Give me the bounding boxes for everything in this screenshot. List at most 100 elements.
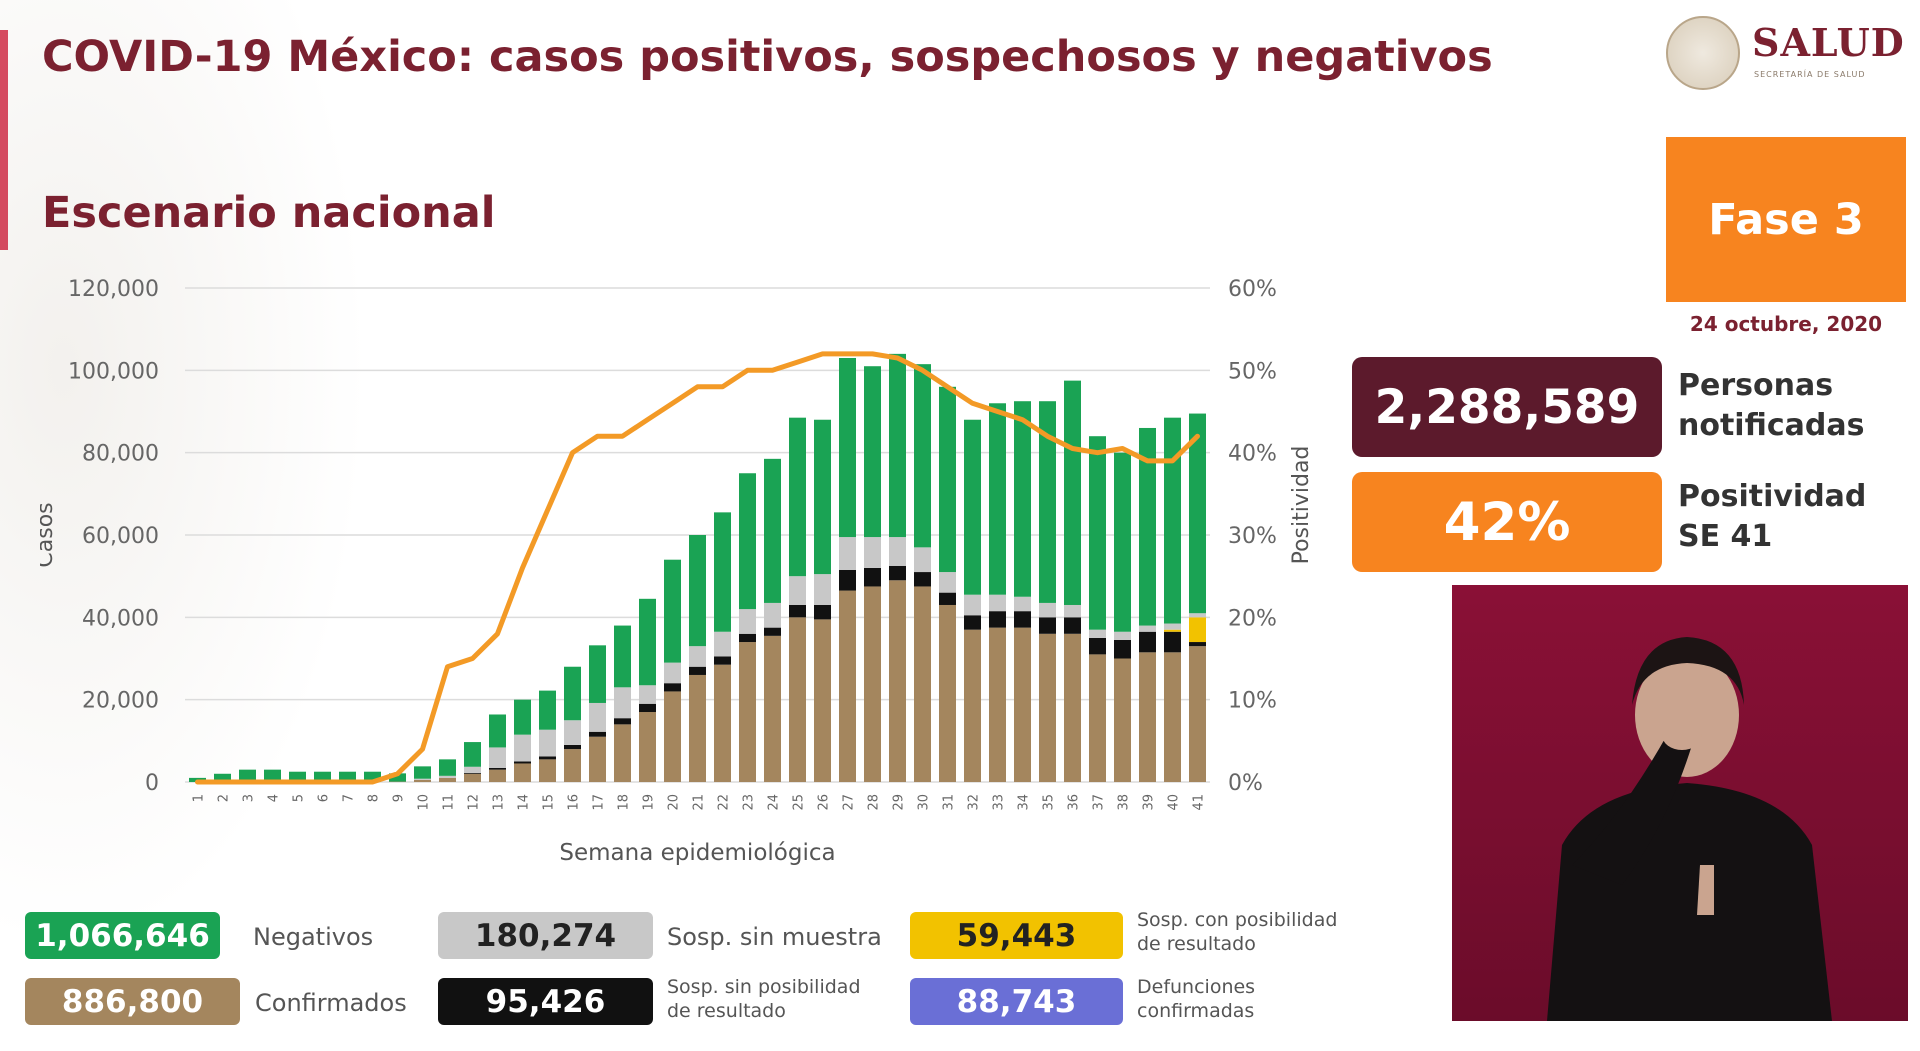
bar-segment xyxy=(1189,617,1206,643)
legend-label-sosp_sin_posibilidad: Sosp. sin posibilidad de resultado xyxy=(667,976,861,1022)
bar-segment xyxy=(664,683,681,692)
bar-segment xyxy=(614,625,631,688)
x-tick-label: 7 xyxy=(342,794,357,802)
background-pattern xyxy=(0,0,420,1051)
y-tick-label: 100,000 xyxy=(68,359,159,384)
bar-segment xyxy=(814,619,831,782)
persons-notified-label: Personas notificadas xyxy=(1678,366,1908,446)
bar-segment xyxy=(1039,633,1056,782)
bar-segment xyxy=(914,586,931,782)
interpreter-body xyxy=(1547,783,1832,1021)
bar-segment xyxy=(1164,623,1181,630)
bar-segment xyxy=(939,572,956,593)
bar-segment xyxy=(864,537,881,568)
bar-segment xyxy=(1089,629,1106,638)
y2-axis-label: Positividad xyxy=(1289,446,1314,565)
y-tick-label: 40,000 xyxy=(82,606,159,631)
y-axis-label: Casos xyxy=(40,502,58,567)
bar-segment xyxy=(614,718,631,725)
bar-segment xyxy=(839,537,856,570)
legend-value-sosp_sin_posibilidad: 95,426 xyxy=(438,978,653,1025)
bar-segment xyxy=(1114,639,1131,659)
x-tick-label: 19 xyxy=(642,794,657,811)
bar-segment xyxy=(989,611,1006,628)
bar-segment xyxy=(1139,631,1156,653)
bar-segment xyxy=(439,759,456,776)
bar-segment xyxy=(989,594,1006,612)
bar-segment xyxy=(664,559,681,663)
x-tick-label: 13 xyxy=(492,794,507,811)
x-tick-label: 17 xyxy=(592,794,607,811)
bar-segment xyxy=(214,773,231,782)
y-tick-label: 60,000 xyxy=(82,524,159,549)
legend-value-sosp_sin_muestra: 180,274 xyxy=(438,912,653,959)
bar-segment xyxy=(689,666,706,675)
legend-label-sosp_sin_muestra: Sosp. sin muestra xyxy=(667,923,882,951)
positivity-line xyxy=(195,351,1200,785)
y-tick-label: 120,000 xyxy=(68,277,159,302)
bar-segment xyxy=(1114,452,1131,632)
x-tick-label: 5 xyxy=(292,794,307,802)
x-tick-label: 4 xyxy=(267,794,282,802)
y2-tick-label: 0% xyxy=(1228,771,1263,796)
bar-segment xyxy=(714,631,731,657)
x-tick-label: 35 xyxy=(1042,794,1057,811)
x-tick-label: 14 xyxy=(517,794,532,811)
bar-segment xyxy=(589,736,606,782)
bar-segment xyxy=(864,586,881,782)
bar-segment xyxy=(239,769,256,782)
bar-segment xyxy=(1089,654,1106,782)
report-date: 24 octubre, 2020 xyxy=(1689,312,1883,336)
bar-segment xyxy=(814,604,831,620)
y-tick-label: 20,000 xyxy=(82,689,159,714)
bar-segment xyxy=(1064,633,1081,782)
bar-segment xyxy=(714,512,731,632)
y2-tick-label: 50% xyxy=(1228,359,1277,384)
logo-text: SALUD xyxy=(1752,20,1905,65)
bar-segment xyxy=(1064,604,1081,618)
x-tick-label: 28 xyxy=(867,794,882,811)
bar-segment xyxy=(564,666,581,721)
bar-segment xyxy=(514,734,531,762)
x-tick-label: 6 xyxy=(317,794,332,802)
x-tick-label: 15 xyxy=(542,794,557,811)
bar-segment xyxy=(1114,631,1131,640)
bar-segment xyxy=(314,771,331,782)
bar-segment xyxy=(264,769,281,782)
bar-segment xyxy=(714,664,731,782)
x-tick-label: 38 xyxy=(1117,794,1132,811)
bar-segment xyxy=(464,766,481,773)
x-tick-label: 22 xyxy=(717,794,732,811)
phase-badge: Fase 3 xyxy=(1666,137,1906,302)
bar-segment xyxy=(1164,417,1181,624)
logo-subtext: SECRETARÍA DE SALUD xyxy=(1754,70,1866,79)
x-tick-label: 11 xyxy=(442,794,457,811)
y-tick-label: 80,000 xyxy=(82,442,159,467)
bar-segment xyxy=(1164,631,1181,653)
bar-segment xyxy=(564,749,581,782)
bar-segment xyxy=(464,772,481,774)
bar-segment xyxy=(639,703,656,713)
bar-segment xyxy=(1139,625,1156,632)
bar-segment xyxy=(739,473,756,610)
sign-language-interpreter-video xyxy=(1452,585,1908,1021)
y2-tick-label: 40% xyxy=(1228,442,1277,467)
bar-segment xyxy=(964,419,981,595)
bar-segment xyxy=(664,691,681,782)
interpreter-hand xyxy=(1662,720,1702,750)
bar-segment xyxy=(789,417,806,577)
bar-segment xyxy=(539,690,556,730)
bar-segment xyxy=(1089,436,1106,630)
x-tick-label: 36 xyxy=(1067,794,1082,811)
y2-tick-label: 60% xyxy=(1228,277,1277,302)
y-tick-label: 0 xyxy=(145,771,159,796)
x-tick-label: 32 xyxy=(967,794,982,811)
bar-segment xyxy=(714,656,731,665)
x-tick-label: 20 xyxy=(667,794,682,811)
x-tick-label: 16 xyxy=(567,794,582,811)
interpreter-arm xyxy=(1572,735,1692,885)
bar-segment xyxy=(889,565,906,581)
bar-segment xyxy=(764,458,781,603)
bar-segment xyxy=(1189,413,1206,614)
x-tick-label: 21 xyxy=(692,794,707,811)
